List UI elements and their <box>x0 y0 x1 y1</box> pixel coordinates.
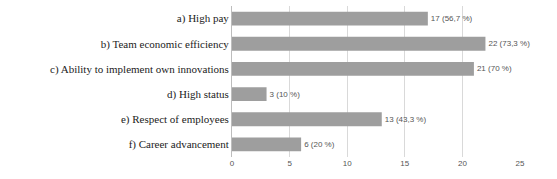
svg-text:15: 15 <box>400 159 409 168</box>
svg-text:b) Team economic efficiency: b) Team economic efficiency <box>101 38 230 51</box>
svg-text:d) High status: d) High status <box>167 88 229 101</box>
svg-text:c) Ability to implement own in: c) Ability to implement own innovations <box>50 63 229 76</box>
svg-text:21 (70 %): 21 (70 %) <box>477 64 512 73</box>
svg-text:25: 25 <box>516 159 525 168</box>
svg-text:e) Respect of employees: e) Respect of employees <box>121 113 229 126</box>
svg-text:17 (56,7 %): 17 (56,7 %) <box>431 14 473 23</box>
svg-text:f) Career advancement: f) Career advancement <box>129 138 229 151</box>
svg-text:6 (20 %): 6 (20 %) <box>304 140 335 149</box>
svg-text:13 (43,3 %): 13 (43,3 %) <box>385 115 427 124</box>
svg-text:a) High pay: a) High pay <box>177 12 229 25</box>
svg-text:22 (73,3 %): 22 (73,3 %) <box>488 39 530 48</box>
svg-text:10: 10 <box>343 159 352 168</box>
svg-text:5: 5 <box>287 159 292 168</box>
svg-text:20: 20 <box>458 159 467 168</box>
svg-text:3 (10 %): 3 (10 %) <box>270 90 301 99</box>
svg-text:0: 0 <box>230 159 235 168</box>
